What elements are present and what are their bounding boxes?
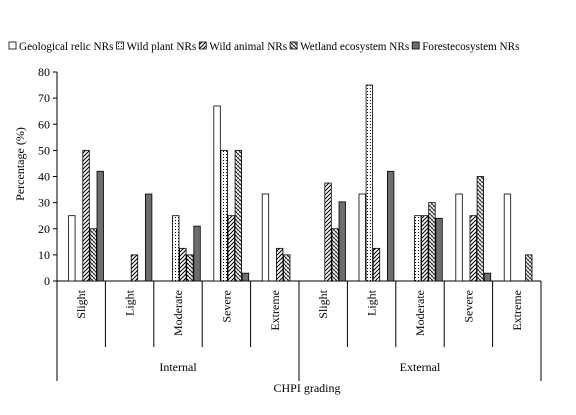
legend-label: Wetland ecosystem NRs [300,41,409,53]
category-label: Severe [219,290,233,323]
bars [68,84,533,282]
bar-wetland-ecosystem-nrs-5 [331,228,339,282]
category-label: Severe [461,290,475,323]
category-label: Light [123,289,137,316]
bar-geological-relic-nrs-6 [358,193,366,282]
legend-item: Geological relic NRs [8,41,113,53]
y-tick-label: 40 [38,170,50,184]
bar-forestecosystem-nrs-8 [483,272,492,282]
legend-swatch [289,41,298,50]
legend-item: Forestecosystem NRs [411,41,519,53]
bar-forestecosystem-nrs-1 [144,193,153,282]
bar-wild-animal-nrs-0 [82,149,90,282]
bar-wetland-ecosystem-nrs-7 [428,202,436,282]
bar-forestecosystem-nrs-5 [338,201,346,282]
bar-wild-animal-nrs-7 [421,215,429,282]
y-tick-label: 0 [44,274,50,288]
bar-wild-animal-nrs-2 [179,247,187,282]
category-label: Moderate [171,290,185,336]
legend-item: Wild plant NRs [116,41,196,53]
legend-swatch [116,41,124,50]
y-tick-label: 30 [38,196,50,210]
y-axis-label: Percentage (%) [13,127,27,201]
bar-geological-relic-nrs-3 [213,105,221,282]
bar-forestecosystem-nrs-0 [96,170,104,282]
category-label: Slight [316,289,330,318]
y-axis: 0 10 20 30 40 50 60 70 80 [38,65,58,288]
category-label: Extreme [268,290,282,331]
bar-wild-plant-nrs-2 [172,215,180,282]
legend-label: Geological relic NRs [19,41,113,53]
bar-wild-animal-nrs-5 [324,182,332,282]
legend-swatch [8,41,17,50]
bar-forestecosystem-nrs-6 [386,170,395,282]
legend-swatch [411,41,420,50]
category-labels: Slight Light Moderate Severe Extreme Slight Li… [74,289,524,336]
legend: Geological relic NRs Wild plant NRs Wild a… [8,41,519,53]
bar-wetland-ecosystem-nrs-3 [234,149,243,282]
group-labels: Internal External [159,360,441,374]
y-tick-label: 80 [38,65,50,79]
bar-wild-plant-nrs-6 [365,84,374,282]
legend-label: Wild animal NRs [209,41,287,53]
category-label: Light [365,289,379,316]
bar-wetland-ecosystem-nrs-2 [186,254,194,282]
bar-wild-animal-nrs-6 [372,247,381,282]
bar-wetland-ecosystem-nrs-9 [525,254,533,282]
legend-swatch [198,41,207,50]
legend-label: Wild plant NRs [126,41,196,53]
category-label: Extreme [510,290,524,331]
bar-forestecosystem-nrs-2 [193,225,201,282]
category-label: Moderate [413,290,427,336]
y-tick-label: 60 [38,117,50,131]
x-axis-label: CHPI grading [274,381,341,395]
bar-geological-relic-nrs-4 [261,193,270,282]
bar-wild-animal-nrs-8 [469,215,477,282]
bar-wetland-ecosystem-nrs-4 [283,254,291,282]
group-label: External [400,360,441,374]
bar-wild-animal-nrs-4 [275,247,284,282]
y-tick-label: 20 [38,222,50,236]
bar-wild-animal-nrs-3 [227,215,235,282]
bar-wild-plant-nrs-3 [220,149,228,282]
group-label: Internal [159,360,197,374]
bar-wild-animal-nrs-1 [130,254,139,282]
bar-wetland-ecosystem-nrs-0 [89,228,97,282]
bar-wetland-ecosystem-nrs-8 [476,176,485,282]
bar-forestecosystem-nrs-7 [435,217,443,282]
legend-label: Forestecosystem NRs [422,41,519,53]
category-label: Slight [74,289,88,318]
bar-geological-relic-nrs-9 [503,193,512,282]
bar-geological-relic-nrs-0 [68,215,76,282]
y-tick-label: 10 [38,248,50,262]
legend-item: Wetland ecosystem NRs [289,41,409,53]
bar-wild-plant-nrs-7 [414,215,422,282]
y-tick-label: 50 [38,143,50,157]
y-tick-label: 70 [38,91,50,105]
bar-geological-relic-nrs-8 [455,193,463,282]
legend-item: Wild animal NRs [198,41,287,53]
bar-forestecosystem-nrs-3 [241,272,250,282]
